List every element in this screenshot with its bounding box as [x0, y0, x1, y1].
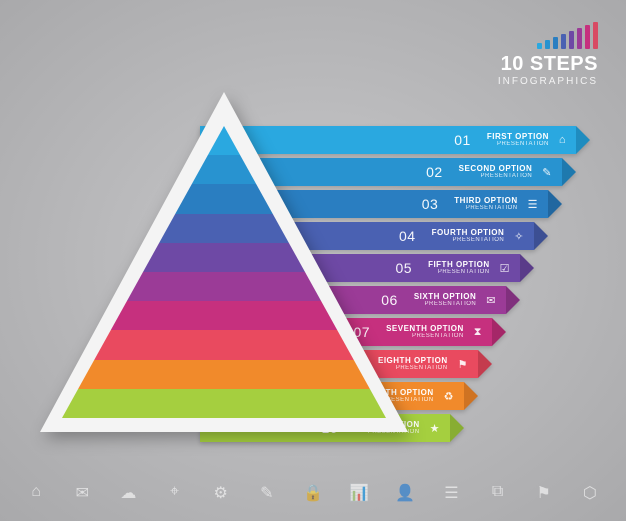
infographic-stage: 01FIRST OPTIONPRESENTATION⌂02SECOND OPTI… [40, 88, 600, 448]
footer-icon: 👤 [395, 483, 415, 503]
pyramid-stripe [62, 155, 386, 184]
header-bar [577, 28, 582, 49]
step-label-wrap: FOURTH OPTIONPRESENTATION [432, 228, 505, 244]
step-number: 02 [426, 164, 443, 180]
step-icon: ☰ [528, 198, 538, 211]
footer-icon: ✎ [257, 483, 277, 503]
step-icon: ♻ [444, 390, 454, 403]
pyramid-stripe [62, 330, 386, 359]
header-bars [498, 22, 598, 49]
footer-icon: ⚑ [534, 483, 554, 503]
header-bar [545, 40, 550, 49]
step-label: SECOND OPTION [459, 164, 533, 173]
step-label: FIRST OPTION [487, 132, 549, 141]
header: 10 STEPS INFOGRAPHICS [498, 22, 598, 87]
footer-icon-row: ⌂ ✉ ☁ ⌖ ⚙ ✎ 🔒 📊 👤 ☰ ⧉ ⚑ ⬡ [0, 483, 626, 503]
header-bar [537, 43, 542, 49]
pyramid-stripe [62, 184, 386, 213]
footer-icon: 📊 [349, 483, 369, 503]
arrow-tip [576, 126, 590, 154]
arrow-tip [506, 286, 520, 314]
pyramid-stripe [62, 389, 386, 418]
step-icon: ✧ [514, 230, 524, 243]
step-label-wrap: THIRD OPTIONPRESENTATION [454, 196, 517, 212]
step-label-wrap: SECOND OPTIONPRESENTATION [459, 164, 533, 180]
step-icon: ☑ [500, 262, 510, 275]
step-label: THIRD OPTION [454, 196, 517, 205]
step-label: FOURTH OPTION [432, 228, 505, 237]
arrow-tip [534, 222, 548, 250]
header-bar [585, 25, 590, 49]
step-sublabel: PRESENTATION [414, 301, 476, 308]
pyramid-stripes [62, 126, 386, 418]
footer-icon: ✉ [72, 483, 92, 503]
step-icon: ⚑ [458, 358, 468, 371]
arrow-tip [492, 318, 506, 346]
step-label-wrap: FIRST OPTIONPRESENTATION [487, 132, 549, 148]
header-bar [569, 31, 574, 49]
footer-icon: ⌖ [165, 483, 185, 503]
pyramid-stripe [62, 243, 386, 272]
pyramid-stripe [62, 360, 386, 389]
step-label: SIXTH OPTION [414, 292, 476, 301]
footer-icon: ☁ [118, 483, 138, 503]
arrow-tip [562, 158, 576, 186]
step-sublabel: PRESENTATION [432, 237, 505, 244]
step-sublabel: PRESENTATION [454, 205, 517, 212]
step-sublabel: PRESENTATION [487, 141, 549, 148]
footer-icon: ☰ [441, 483, 461, 503]
header-title: 10 STEPS [498, 53, 598, 76]
pyramid [40, 92, 408, 432]
step-icon: ⌂ [559, 134, 566, 146]
arrow-tip [548, 190, 562, 218]
footer-icon: ⧉ [488, 483, 508, 503]
step-icon: ⧗ [474, 326, 482, 339]
footer-icon: ⚙ [211, 483, 231, 503]
step-number: 01 [454, 132, 471, 148]
step-number: 03 [422, 196, 439, 212]
footer-icon: 🔒 [303, 483, 323, 503]
pyramid-stripe [62, 214, 386, 243]
step-sublabel: PRESENTATION [428, 269, 490, 276]
header-bar [593, 22, 598, 49]
pyramid-stripe [62, 126, 386, 155]
header-bar [553, 37, 558, 49]
step-sublabel: PRESENTATION [459, 173, 533, 180]
step-label-wrap: SIXTH OPTIONPRESENTATION [414, 292, 476, 308]
header-bar [561, 34, 566, 49]
step-icon: ★ [430, 422, 440, 435]
step-label-wrap: FIFTH OPTIONPRESENTATION [428, 260, 490, 276]
arrow-tip [464, 382, 478, 410]
footer-icon: ⬡ [580, 483, 600, 503]
pyramid-stripe [62, 272, 386, 301]
header-subtitle: INFOGRAPHICS [498, 76, 598, 87]
arrow-tip [450, 414, 464, 442]
footer-icon: ⌂ [26, 483, 46, 503]
arrow-tip [478, 350, 492, 378]
arrow-tip [520, 254, 534, 282]
step-label: FIFTH OPTION [428, 260, 490, 269]
step-icon: ✎ [542, 166, 552, 179]
step-icon: ✉ [486, 294, 496, 307]
